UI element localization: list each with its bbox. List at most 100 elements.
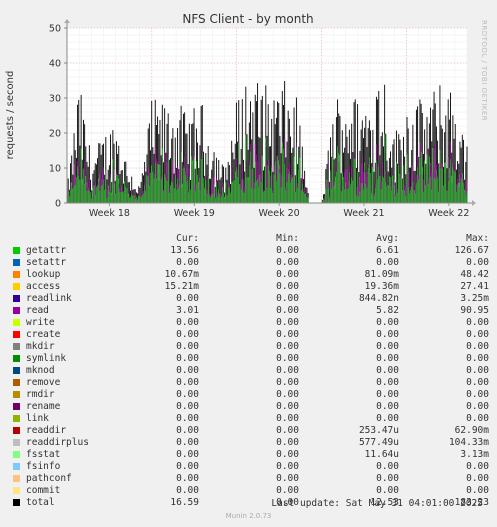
y-tick-label: 40 — [49, 59, 61, 70]
legend-swatch-cell — [10, 377, 26, 389]
legend-min: 0.00 — [276, 353, 299, 364]
legend-swatch-cell — [10, 353, 26, 365]
legend-avg: 0.00 — [376, 401, 399, 412]
legend-swatch — [13, 295, 20, 302]
legend-row-readdir: readdir 0.00 0.00 253.47u 62.90m — [10, 425, 489, 437]
legend-swatch-cell — [10, 473, 26, 485]
legend-cur: 15.21m — [164, 281, 199, 292]
legend-header-max: Max: — [466, 233, 489, 244]
legend-swatch — [13, 427, 20, 434]
legend-swatch-cell — [10, 485, 26, 497]
legend-row-mkdir: mkdir 0.00 0.00 0.00 0.00 — [10, 341, 489, 353]
legend-min: 0.00 — [276, 425, 299, 436]
legend-avg: 844.82n — [358, 293, 399, 304]
legend-cur: 0.00 — [176, 413, 199, 424]
legend-min: 0.00 — [276, 293, 299, 304]
legend-min: 0.00 — [276, 401, 299, 412]
legend-name: access — [26, 281, 61, 292]
legend-max: 0.00 — [466, 329, 489, 340]
legend-swatch — [13, 319, 20, 326]
y-tick-labels: 0 10 20 30 40 50 — [49, 24, 61, 210]
legend-swatch — [13, 415, 20, 422]
legend-row-link: link 0.00 0.00 0.00 0.00 — [10, 413, 489, 425]
legend-name: total — [26, 497, 55, 508]
y-tick-label: 20 — [49, 129, 61, 140]
legend-swatch-cell — [10, 329, 26, 341]
legend-cur: 13.56 — [170, 245, 199, 256]
legend-cur: 0.00 — [176, 377, 199, 388]
legend-min: 0.00 — [276, 245, 299, 256]
legend-swatch-cell — [10, 437, 26, 449]
legend-max: 0.00 — [466, 317, 489, 328]
legend-cur: 3.01 — [176, 305, 199, 316]
legend-avg: 81.09m — [364, 269, 399, 280]
legend-avg: 0.00 — [376, 413, 399, 424]
legend-avg: 0.00 — [376, 461, 399, 472]
x-tick-label: Week 22 — [428, 208, 469, 219]
y-axis-arrow — [64, 19, 70, 23]
legend-cur: 0.00 — [176, 473, 199, 484]
legend-avg: 0.00 — [376, 365, 399, 376]
legend-max: 0.00 — [466, 401, 489, 412]
legend-table: Cur: Min: Avg: Max: getattr 13.56 0.00 6.61… — [10, 233, 489, 509]
legend-swatch — [13, 391, 20, 398]
axes — [64, 19, 476, 206]
legend-cur: 0.00 — [176, 293, 199, 304]
legend-swatch — [13, 463, 20, 470]
legend-name: mknod — [26, 365, 55, 376]
legend-max: 183.23 — [454, 497, 489, 508]
legend-min: 0.00 — [276, 329, 299, 340]
legend-avg: 253.47u — [358, 425, 399, 436]
legend-swatch-cell — [10, 341, 26, 353]
legend-max: 0.00 — [466, 485, 489, 496]
legend-header-min: Min: — [276, 233, 299, 244]
legend-avg: 577.49u — [358, 437, 399, 448]
legend-row-rename: rename 0.00 0.00 0.00 0.00 — [10, 401, 489, 413]
legend-max: 0.00 — [466, 353, 489, 364]
legend-swatch — [13, 379, 20, 386]
legend-max: 90.95 — [460, 305, 489, 316]
legend-swatch — [13, 259, 20, 266]
legend-max: 0.00 — [466, 341, 489, 352]
legend-swatch-cell — [10, 305, 26, 317]
legend-name: symlink — [26, 353, 67, 364]
legend-row-getattr: getattr 13.56 0.00 6.61 126.67 — [10, 245, 489, 257]
legend-swatch — [13, 331, 20, 338]
legend-name: getattr — [26, 245, 67, 256]
legend-swatch — [13, 439, 20, 446]
legend-swatch — [13, 451, 20, 458]
legend-avg: 11.64u — [364, 449, 399, 460]
legend-min: 0.00 — [276, 485, 299, 496]
y-tick-label: 30 — [49, 94, 61, 105]
legend-header-cur: Cur: — [176, 233, 199, 244]
legend-swatch — [13, 271, 20, 278]
legend-avg: 0.00 — [376, 257, 399, 268]
legend-header-row: Cur: Min: Avg: Max: — [10, 233, 489, 245]
legend-row-total: total 16.59 0.00 12.53 183.23 — [10, 497, 489, 509]
legend-min: 0.00 — [276, 389, 299, 400]
legend-name: pathconf — [26, 473, 72, 484]
legend-min: 0.00 — [276, 281, 299, 292]
munin-version: Munin 2.0.73 — [225, 512, 272, 520]
legend-name: rename — [26, 401, 61, 412]
x-axis-arrow — [472, 200, 476, 206]
legend-swatch — [13, 487, 20, 494]
legend-cur: 0.00 — [176, 365, 199, 376]
legend-max: 0.00 — [466, 257, 489, 268]
legend-name: fsstat — [26, 449, 61, 460]
legend-cur: 0.00 — [176, 425, 199, 436]
legend-swatch — [13, 343, 20, 350]
legend-cur: 0.00 — [176, 353, 199, 364]
legend-swatch — [13, 283, 20, 290]
legend-name: setattr — [26, 257, 67, 268]
legend-swatch-cell — [10, 401, 26, 413]
legend-swatch-cell — [10, 461, 26, 473]
legend-max: 0.00 — [466, 413, 489, 424]
legend-min: 0.00 — [276, 377, 299, 388]
legend-name: lookup — [26, 269, 61, 280]
legend-cur: 0.00 — [176, 341, 199, 352]
legend-avg: 0.00 — [376, 389, 399, 400]
x-tick-label: Week 19 — [174, 208, 215, 219]
y-tick-label: 10 — [49, 164, 61, 175]
legend-swatch — [13, 247, 20, 254]
